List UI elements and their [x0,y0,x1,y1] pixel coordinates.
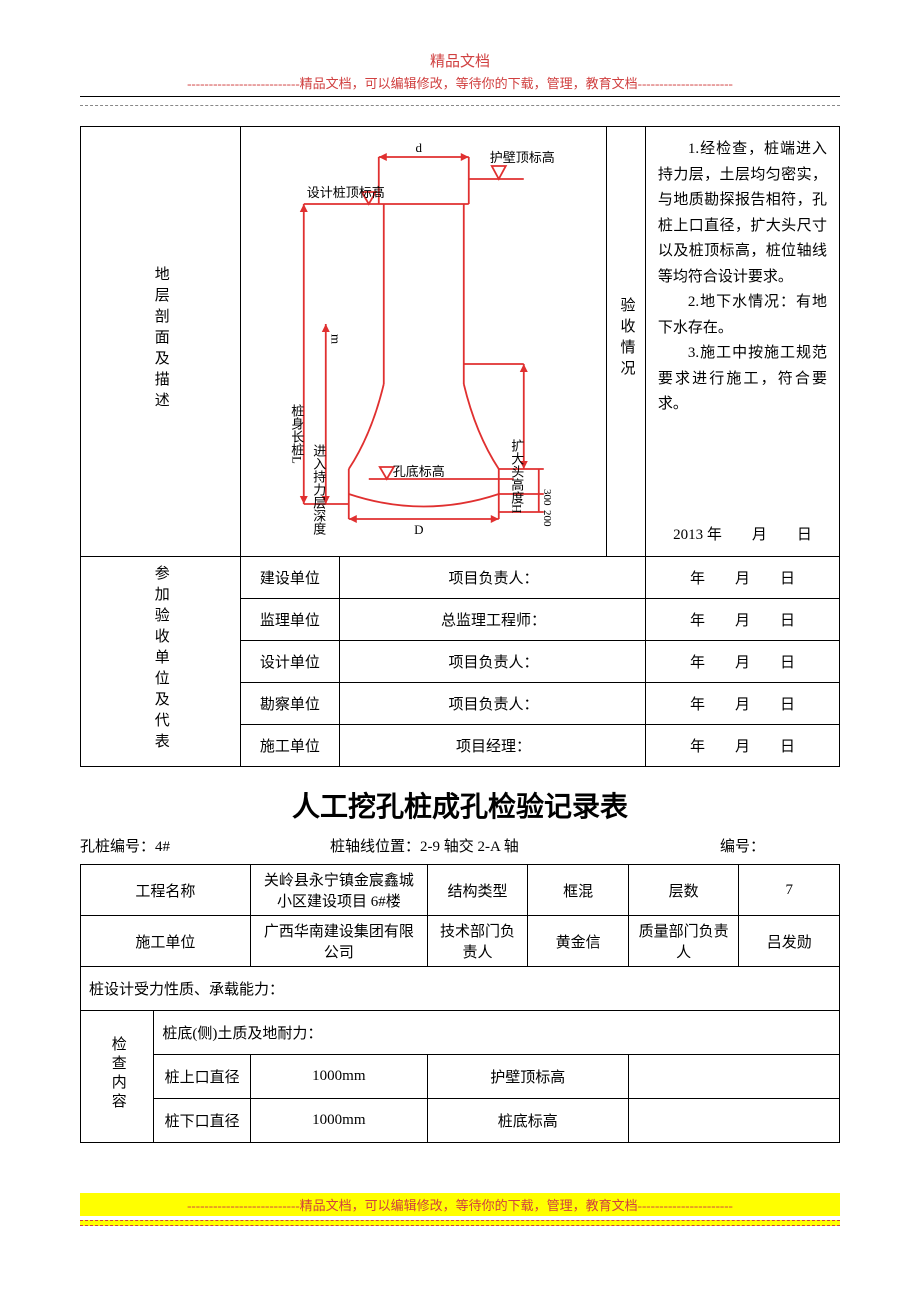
serial-label: 编号： [720,839,765,855]
svg-text:300: 300 [540,489,552,506]
inspection-para-3: 3.施工中按施工规范要求进行施工，符合要求。 [658,341,827,418]
header-subtitle: --------------------------精品文档，可以编辑修改，等待… [80,73,840,92]
design-capacity-row: 桩设计受力性质、承载能力： [81,967,840,1011]
unit-2: 设计单位 [240,641,340,683]
participants-label: 参加验收单位及代表 [153,565,168,754]
svg-text:d: d [415,140,422,155]
inspection-para-2: 2.地下水情况：有地下水存在。 [658,290,827,341]
soil-row: 桩底(侧)土质及地耐力： [154,1011,840,1055]
svg-text:扩大头高度H: 扩大头高度H [509,439,524,513]
unit-3: 勘察单位 [240,683,340,725]
header-rule-solid [80,96,840,97]
unit-0: 建设单位 [240,557,340,599]
lower-dia-value: 1000mm [250,1099,427,1143]
hole-bottom-label: 桩底标高 [427,1099,628,1143]
role-0: 项目负责人： [340,557,646,599]
wall-top-label: 护壁顶标高 [427,1055,628,1099]
contractor-label: 施工单位 [81,916,251,967]
date-0: 年 月 日 [645,557,839,599]
wall-top-value [628,1055,839,1099]
svg-text:设计桩顶标高: 设计桩顶标高 [306,185,384,200]
inspection-para-1: 1.经检查，桩端进入持力层，土层均匀密实，与地质勘探报告相符，孔桩上口直径，扩大… [658,137,827,290]
pile-number: 孔桩编号：4# [80,835,330,856]
role-1: 总监理工程师： [340,599,646,641]
header-rule-dashed [80,105,840,106]
svg-text:D: D [414,522,423,537]
unit-4: 施工单位 [240,725,340,767]
stratum-label: 地层剖面及描述 [153,266,168,413]
serial-number: 编号： [720,835,840,856]
header-title: 精品文档 [80,50,840,71]
pile-no-value: 4# [155,839,170,855]
axis-value: 2-9 轴交 2-A 轴 [420,839,519,855]
pile-no-label: 孔桩编号： [80,839,155,855]
role-4: 项目经理： [340,725,646,767]
record-title: 人工挖孔桩成孔检验记录表 [80,785,840,825]
inspection-date: 2013 年 月 日 [646,523,839,549]
info-table: 工程名称 关岭县永宁镇金宸鑫城小区建设项目 6#楼 结构类型 框混 层数 7 施… [80,864,840,1143]
upper-dia-value: 1000mm [250,1055,427,1099]
struct-value: 框混 [528,865,629,916]
project-value: 关岭县永宁镇金宸鑫城小区建设项目 6#楼 [250,865,427,916]
participants-label-cell: 参加验收单位及代表 [81,557,241,767]
upper-dia-label: 桩上口直径 [154,1055,251,1099]
svg-text:m: m [328,334,343,344]
check-content-vtext: 检查内容 [110,1036,125,1112]
unit-1: 监理单位 [240,599,340,641]
contractor-value: 广西华南建设集团有限公司 [250,916,427,967]
axis-label: 桩轴线位置： [330,839,420,855]
footer: --------------------------精品文档，可以编辑修改，等待… [80,1193,840,1226]
role-3: 项目负责人： [340,683,646,725]
date-2: 年 月 日 [645,641,839,683]
project-label: 工程名称 [81,865,251,916]
lower-dia-label: 桩下口直径 [154,1099,251,1143]
footer-rule [80,1220,840,1226]
floors-label: 层数 [628,865,739,916]
role-2: 项目负责人： [340,641,646,683]
inspection-text-cell: 1.经检查，桩端进入持力层，土层均匀密实，与地质勘探报告相符，孔桩上口直径，扩大… [645,127,839,557]
stratum-label-cell: 地层剖面及描述 [81,127,241,557]
date-1: 年 月 日 [645,599,839,641]
svg-text:护壁顶标高: 护壁顶标高 [489,150,554,165]
inspection-label-cell: 验收情况 [607,127,646,557]
footer-text: --------------------------精品文档，可以编辑修改，等待… [80,1193,840,1216]
pile-diagram: d 护壁顶标高 设计桩顶标高 桩身长桩L 进入持力层深度 m 孔底标高 D 扩大… [247,134,601,544]
svg-text:200: 200 [540,510,552,527]
subheader-row: 孔桩编号：4# 桩轴线位置：2-9 轴交 2-A 轴 编号： [80,835,840,856]
qc-value: 吕发勋 [739,916,840,967]
svg-text:孔底标高: 孔底标高 [392,464,444,479]
qc-label: 质量部门负责人 [628,916,739,967]
svg-text:进入持力层深度: 进入持力层深度 [311,444,326,535]
inspection-table: 地层剖面及描述 [80,126,840,767]
page: 精品文档 --------------------------精品文档，可以编辑… [0,0,920,1266]
inspection-label: 验收情况 [619,297,634,381]
struct-label: 结构类型 [427,865,528,916]
hole-bottom-value [628,1099,839,1143]
diagram-cell: d 护壁顶标高 设计桩顶标高 桩身长桩L 进入持力层深度 m 孔底标高 D 扩大… [240,127,607,557]
axis-position: 桩轴线位置：2-9 轴交 2-A 轴 [330,835,720,856]
date-3: 年 月 日 [645,683,839,725]
check-content-label: 检查内容 [81,1011,154,1143]
tech-value: 黄金信 [528,916,629,967]
tech-label: 技术部门负责人 [427,916,528,967]
date-4: 年 月 日 [645,725,839,767]
svg-text:桩身长桩L: 桩身长桩L [289,404,304,464]
floors-value: 7 [739,865,840,916]
